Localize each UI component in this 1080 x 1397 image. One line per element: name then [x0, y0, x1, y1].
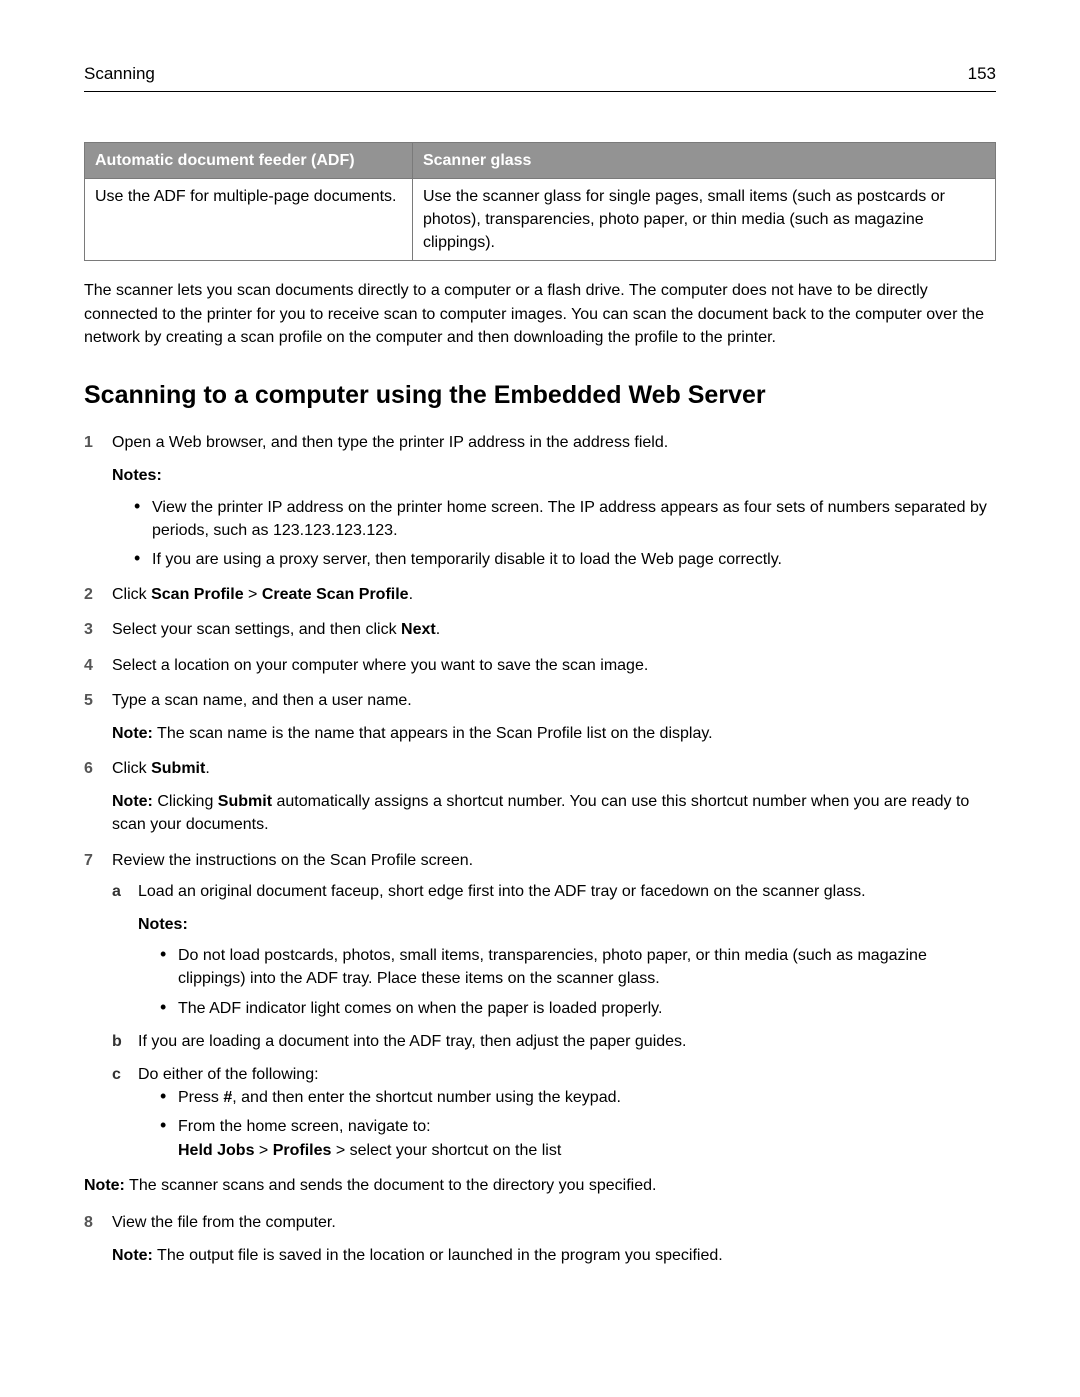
step-8: 8 View the file from the computer. Note:… — [84, 1211, 996, 1267]
step-text: Open a Web browser, and then type the pr… — [112, 434, 668, 451]
notes-label: Notes: — [112, 464, 996, 487]
substep-letter: c — [112, 1063, 121, 1086]
outer-note: Note: The scanner scans and sends the do… — [84, 1174, 996, 1197]
step-3: 3 Select your scan settings, and then cl… — [84, 618, 996, 641]
bullet-item: Press #, and then enter the shortcut num… — [160, 1086, 996, 1109]
step-note: Note: The output file is saved in the lo… — [112, 1244, 996, 1267]
substep-letter: a — [112, 880, 121, 903]
substeps: a Load an original document faceup, shor… — [112, 880, 996, 1162]
intro-paragraph: The scanner lets you scan documents dire… — [84, 279, 996, 349]
bullet-item: View the printer IP address on the print… — [134, 496, 996, 542]
step-text: Click Submit. — [112, 760, 210, 777]
step-number: 7 — [84, 849, 93, 872]
step-6: 6 Click Submit. Note: Clicking Submit au… — [84, 757, 996, 837]
step-note: Note: Clicking Submit automatically assi… — [112, 790, 996, 836]
step-number: 2 — [84, 583, 93, 606]
substep-letter: b — [112, 1030, 122, 1053]
page-number: 153 — [968, 62, 996, 87]
substep-c: c Do either of the following: Press #, a… — [112, 1063, 996, 1162]
step-number: 1 — [84, 431, 93, 454]
step-5: 5 Type a scan name, and then a user name… — [84, 689, 996, 745]
substep-text: Do either of the following: — [138, 1066, 319, 1083]
adf-vs-glass-table: Automatic document feeder (ADF) Scanner … — [84, 142, 996, 262]
step-number: 6 — [84, 757, 93, 780]
steps-list-cont: 8 View the file from the computer. Note:… — [84, 1211, 996, 1267]
section-title: Scanning — [84, 62, 155, 87]
step-2: 2 Click Scan Profile > Create Scan Profi… — [84, 583, 996, 606]
step-text: Click Scan Profile > Create Scan Profile… — [112, 586, 413, 603]
step-4: 4 Select a location on your computer whe… — [84, 654, 996, 677]
section-heading: Scanning to a computer using the Embedde… — [84, 377, 996, 413]
option-bullets: Press #, and then enter the shortcut num… — [138, 1086, 996, 1162]
bullet-item: If you are using a proxy server, then te… — [134, 548, 996, 571]
step-text: Select your scan settings, and then clic… — [112, 621, 440, 638]
step-number: 8 — [84, 1211, 93, 1234]
step-1: 1 Open a Web browser, and then type the … — [84, 431, 996, 571]
step-number: 4 — [84, 654, 93, 677]
step-number: 3 — [84, 618, 93, 641]
td-adf: Use the ADF for multiple‑page documents. — [85, 178, 413, 261]
substep-text: Load an original document faceup, short … — [138, 883, 866, 900]
step-7: 7 Review the instructions on the Scan Pr… — [84, 849, 996, 1162]
step-text: Select a location on your computer where… — [112, 657, 648, 674]
step-note: Note: The scan name is the name that app… — [112, 722, 996, 745]
step-number: 5 — [84, 689, 93, 712]
notes-bullets: Do not load postcards, photos, small ite… — [138, 944, 996, 1020]
page-header: Scanning 153 — [84, 62, 996, 92]
th-glass: Scanner glass — [412, 142, 995, 178]
table-row: Use the ADF for multiple‑page documents.… — [85, 178, 996, 261]
substep-a: a Load an original document faceup, shor… — [112, 880, 996, 1020]
bullet-item: Do not load postcards, photos, small ite… — [160, 944, 996, 990]
step-text: Review the instructions on the Scan Prof… — [112, 852, 473, 869]
substep-b: b If you are loading a document into the… — [112, 1030, 996, 1053]
bullet-item: From the home screen, navigate to: Held … — [160, 1115, 996, 1161]
step-text: Type a scan name, and then a user name. — [112, 692, 412, 709]
step-text: View the file from the computer. — [112, 1214, 336, 1231]
steps-list: 1 Open a Web browser, and then type the … — [84, 431, 996, 1162]
notes-bullets: View the printer IP address on the print… — [112, 496, 996, 572]
th-adf: Automatic document feeder (ADF) — [85, 142, 413, 178]
notes-label: Notes: — [138, 913, 996, 936]
td-glass: Use the scanner glass for single pages, … — [412, 178, 995, 261]
bullet-item: The ADF indicator light comes on when th… — [160, 997, 996, 1020]
substep-text: If you are loading a document into the A… — [138, 1033, 687, 1050]
